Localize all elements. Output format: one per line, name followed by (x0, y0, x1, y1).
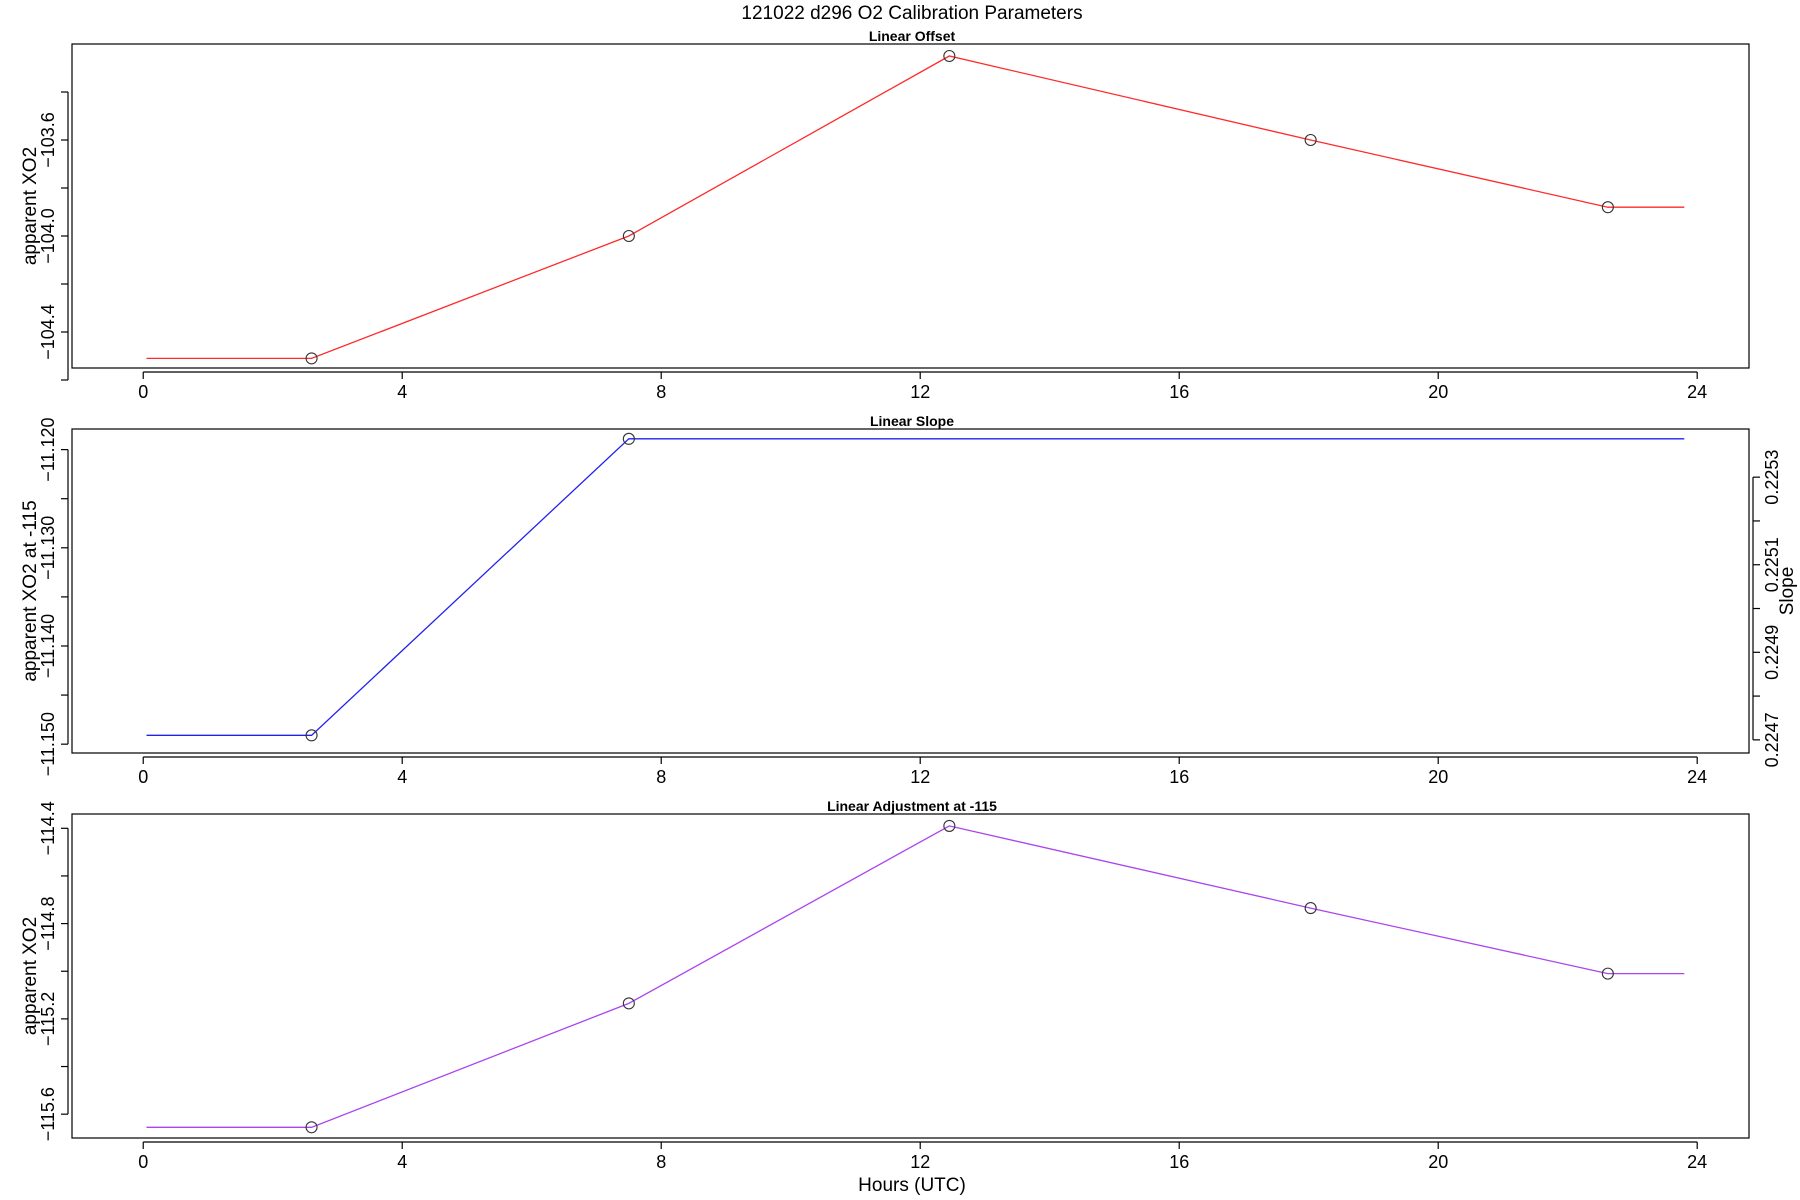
series-line (146, 55, 1685, 360)
plot-frame (71, 813, 1750, 1139)
x-tick-label: 24 (1687, 382, 1707, 402)
x-axis-title: Hours (UTC) (858, 1175, 966, 1196)
x-tick-label: 0 (138, 382, 148, 402)
data-point (1601, 201, 1614, 214)
y-tick-label: −103.6 (38, 112, 58, 168)
y-tick-label: −104.4 (38, 304, 58, 360)
y2-axis-title: Slope (1777, 567, 1798, 616)
x-tick-label: 20 (1428, 767, 1448, 787)
y-tick-label: −104.0 (38, 208, 58, 264)
panel-linear-offset: Linear Offset 0 4 8 12 16 20 24 −104.4 −104.0 −103… (20, 28, 1750, 402)
x-tick-label: 12 (910, 767, 930, 787)
x-tick-label: 8 (656, 767, 666, 787)
data-point (943, 819, 956, 832)
data-point (1304, 133, 1317, 147)
x-tick-label: 8 (656, 1152, 666, 1172)
y-axis-title: apparent XO2 (20, 917, 41, 1035)
figure-title: 121022 d296 O2 Calibration Parameters (741, 3, 1082, 24)
data-point (305, 729, 318, 742)
y-tick-label: −114.8 (38, 896, 58, 950)
x-tick-label: 16 (1169, 1152, 1189, 1172)
x-tick-label: 24 (1687, 767, 1707, 787)
x-tick-label: 20 (1428, 382, 1448, 402)
x-tick-label: 4 (397, 767, 407, 787)
x-tick-label: 4 (397, 382, 407, 402)
y2-tick-label: 0.2247 (1762, 712, 1782, 767)
x-tick-label: 16 (1169, 382, 1189, 402)
y-tick-label: −11.130 (38, 516, 58, 580)
panel-title: Linear Offset (869, 28, 956, 44)
panel-linear-slope: Linear Slope 0 4 8 12 16 20 24 −11.150 −11.140 −11… (20, 413, 1798, 787)
y-tick-label: −115.2 (38, 992, 58, 1046)
y-tick-label: −11.140 (38, 614, 58, 678)
data-point (622, 229, 635, 243)
data-point (1601, 967, 1614, 980)
panel-linear-adjustment: Linear Adjustment at -115 0 4 8 12 16 20 24 −115… (20, 798, 1750, 1172)
y-tick-label: −115.6 (38, 1087, 58, 1141)
y-tick-label: −11.150 (38, 712, 58, 776)
x-tick-label: 0 (138, 1152, 148, 1172)
x-tick-label: 16 (1169, 767, 1189, 787)
series-line (146, 825, 1685, 1128)
x-tick-label: 12 (910, 382, 930, 402)
x-tick-label: 0 (138, 767, 148, 787)
data-point (622, 997, 635, 1010)
panel-title: Linear Adjustment at -115 (827, 798, 997, 814)
y-axis-title: apparent XO2 (20, 147, 41, 265)
data-point (305, 352, 318, 365)
data-point (943, 49, 956, 63)
x-tick-label: 20 (1428, 1152, 1448, 1172)
y-axis-title: apparent XO2 at -115 (20, 500, 41, 681)
data-point (622, 432, 635, 445)
x-tick-label: 8 (656, 382, 666, 402)
y-tick-label: −11.120 (38, 418, 58, 482)
data-point (1304, 902, 1317, 915)
plot-frame (71, 43, 1750, 369)
series-line (146, 438, 1685, 736)
x-tick-label: 24 (1687, 1152, 1707, 1172)
panel-title: Linear Slope (870, 413, 954, 429)
x-tick-label: 4 (397, 1152, 407, 1172)
y2-tick-label: 0.2253 (1762, 450, 1782, 505)
data-point (305, 1121, 318, 1134)
x-tick-label: 12 (910, 1152, 930, 1172)
y-tick-label: −114.4 (38, 801, 58, 855)
y2-tick-label: 0.2249 (1762, 625, 1782, 680)
plot-frame (71, 428, 1750, 754)
y2-tick-label: 0.2251 (1762, 537, 1782, 592)
